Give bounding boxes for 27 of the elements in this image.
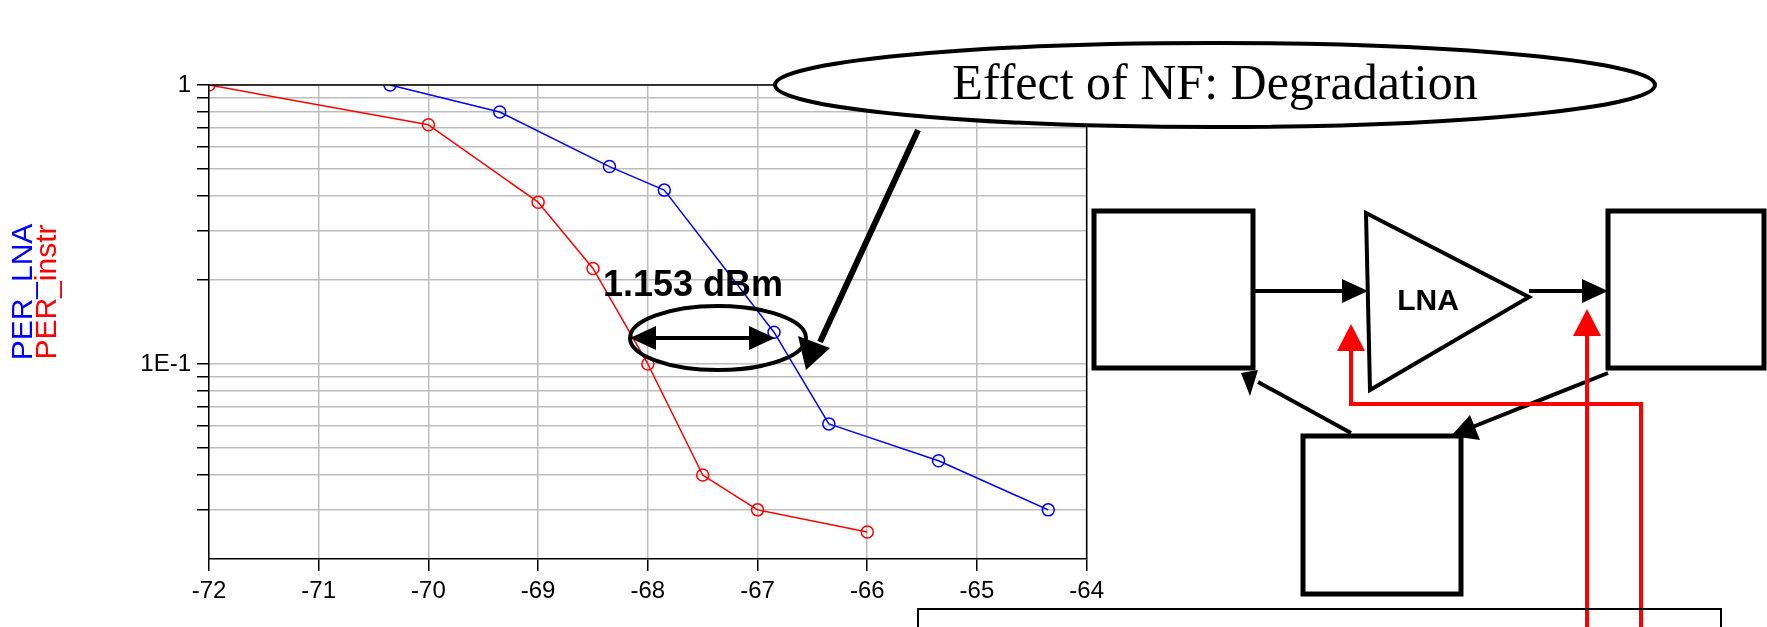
text: LNA [1397, 283, 1459, 317]
point [1041, 503, 1056, 517]
annotation: Effect of NF: Degradation [952, 53, 1478, 111]
x-tick-label: -72 [191, 576, 227, 604]
y-tick-label: 1E-1 [140, 348, 191, 376]
point [657, 183, 672, 197]
point [860, 525, 874, 539]
point [531, 195, 545, 209]
point [767, 325, 781, 339]
x-tick-label: -70 [411, 576, 446, 604]
point [695, 468, 710, 482]
x-tick-label: -65 [959, 576, 995, 604]
point [492, 105, 507, 119]
x-tick-label: -71 [301, 576, 337, 604]
y-tick-label: 1 [177, 69, 191, 97]
point [750, 503, 765, 517]
x-tick-label: -66 [849, 576, 885, 604]
point [931, 453, 946, 468]
point [822, 417, 836, 431]
point [586, 261, 600, 276]
x-tick-label: -67 [740, 576, 775, 604]
x-tick-label: -68 [630, 576, 666, 604]
point [421, 118, 436, 132]
point [641, 357, 655, 371]
point [602, 159, 617, 174]
x-tick-label: -64 [1069, 576, 1104, 604]
x-tick-label: -69 [520, 576, 556, 604]
